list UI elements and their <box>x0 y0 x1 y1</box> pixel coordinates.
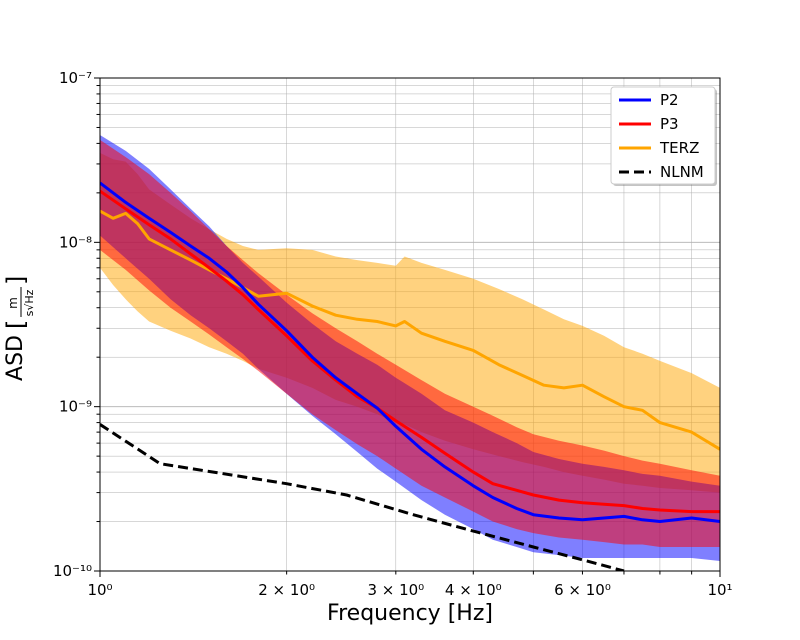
legend: P2 P3 TERZ NLNM <box>610 86 717 186</box>
series-lines <box>100 181 720 571</box>
y-tick-label: 10⁻⁹ <box>59 398 92 416</box>
band-terz <box>100 152 720 493</box>
y-unit-bracket-left: [ <box>2 320 30 329</box>
x-tick-label: 10⁰ <box>87 581 112 599</box>
x-tick-label: 3 × 10⁰ <box>367 581 424 599</box>
x-tick-label: 10¹ <box>707 581 732 599</box>
series-line-p2 <box>100 181 720 523</box>
legend-label-p3: P3 <box>660 115 679 133</box>
x-axis-label: Frequency [Hz] <box>327 601 493 626</box>
series-line-nlnm <box>100 423 625 571</box>
y-axis-label-group: ASD [ m s√Hz ] <box>2 276 36 381</box>
axis-ticks: 10⁰ 2 × 10⁰ 3 × 10⁰ 4 × 10⁰ 6 × 10⁰ 10¹ 10⁻¹⁰ 1… <box>53 69 733 599</box>
legend-label-nlnm: NLNM <box>660 163 704 181</box>
series-line-terz <box>100 209 720 451</box>
confidence-bands <box>100 135 720 561</box>
band-p3 <box>100 139 720 547</box>
y-axis-label: ASD <box>3 335 28 381</box>
legend-label-terz: TERZ <box>659 139 699 157</box>
x-tick-label: 4 × 10⁰ <box>445 581 502 599</box>
y-tick-label: 10⁻⁸ <box>59 233 92 251</box>
y-unit-bracket-right: ] <box>2 276 30 285</box>
y-tick-label: 10⁻¹⁰ <box>53 562 92 580</box>
legend-label-p2: P2 <box>660 91 679 109</box>
x-tick-label: 2 × 10⁰ <box>258 581 315 599</box>
plot-frame <box>99 77 721 572</box>
x-tick-label: 6 × 10⁰ <box>554 581 611 599</box>
y-unit-numerator: m <box>6 297 20 309</box>
series-line-p3 <box>100 189 720 514</box>
legend-box <box>610 86 716 185</box>
y-unit-denominator: s√Hz <box>23 289 36 316</box>
y-tick-label: 10⁻⁷ <box>59 69 92 87</box>
